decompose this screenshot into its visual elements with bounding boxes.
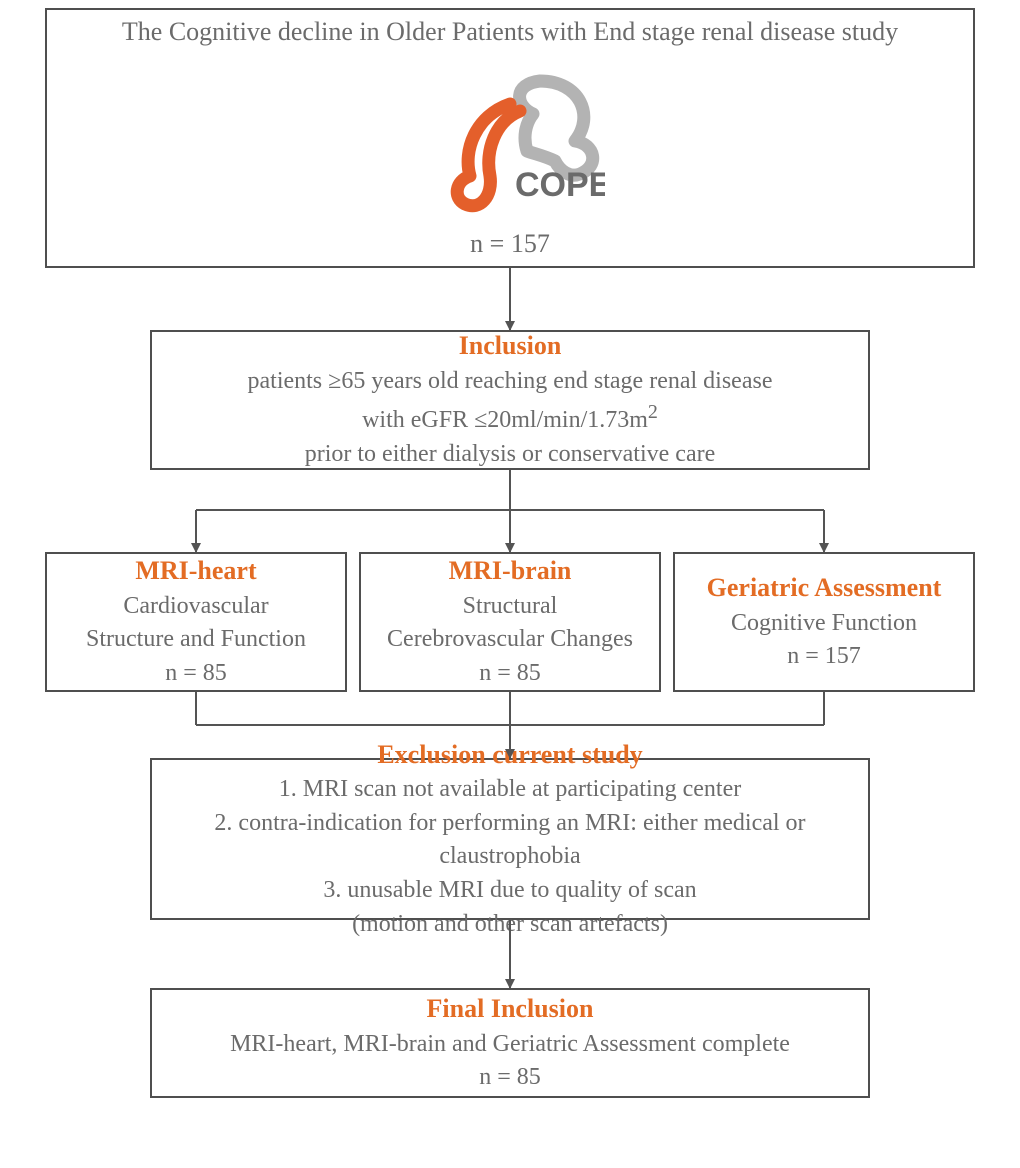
flowchart-connectors [0,0,1020,1168]
flowchart-container: The Cognitive decline in Older Patients … [0,0,1020,1168]
